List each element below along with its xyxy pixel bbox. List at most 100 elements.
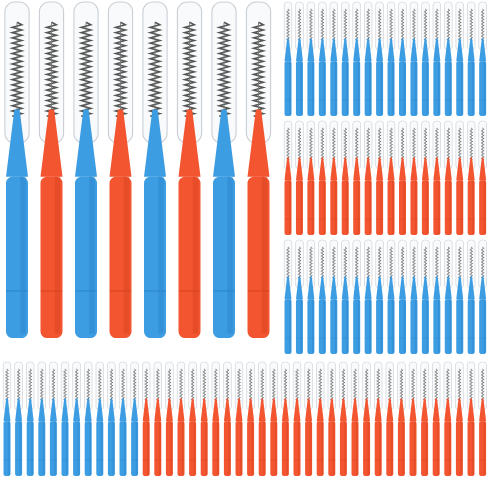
handle-shade — [415, 61, 417, 115]
tip — [364, 38, 372, 62]
handle-shade — [392, 61, 394, 115]
handle-shade — [300, 299, 303, 353]
tip — [258, 398, 266, 422]
handle-shade — [332, 421, 335, 475]
handle-shade — [357, 61, 360, 115]
interdental-brush — [443, 361, 452, 476]
interdental-brush — [118, 361, 128, 476]
interdental-brush — [211, 361, 220, 476]
interdental-brush — [223, 361, 232, 476]
tip — [318, 276, 326, 300]
tip — [479, 38, 487, 62]
tip — [353, 276, 361, 300]
interdental-brush — [455, 361, 464, 476]
tip — [467, 276, 475, 300]
handle-shade — [425, 421, 428, 475]
tip — [295, 38, 303, 62]
handle-shade — [274, 421, 277, 475]
bristles — [112, 21, 129, 117]
tip — [154, 398, 162, 422]
tip — [107, 398, 115, 422]
tip — [330, 276, 338, 300]
tip — [409, 398, 417, 422]
tip — [295, 157, 303, 181]
tip — [223, 398, 231, 422]
tip — [247, 398, 255, 422]
handle-shade — [8, 421, 10, 475]
tip — [305, 398, 313, 422]
handle-shade — [483, 180, 486, 234]
handle-shade — [460, 421, 463, 475]
handle-shade — [334, 61, 337, 115]
interdental-brush — [444, 239, 453, 354]
interdental-brush — [283, 1, 293, 116]
tip — [341, 276, 349, 300]
interdental-brush — [478, 239, 487, 354]
tip — [307, 38, 315, 62]
interdental-brush — [2, 361, 12, 476]
tip — [467, 38, 475, 62]
interdental-brush — [188, 361, 197, 476]
handle-shade — [437, 421, 439, 475]
tip — [131, 398, 139, 422]
tip — [144, 109, 166, 177]
tip — [376, 157, 384, 181]
interdental-brush — [165, 361, 174, 476]
interdental-brush — [176, 361, 186, 476]
interdental-brush — [142, 361, 151, 476]
interdental-brush — [316, 361, 325, 476]
interdental-brush — [386, 1, 396, 116]
handle-shade — [483, 421, 486, 475]
interdental-brush — [295, 120, 304, 235]
interdental-brush — [375, 120, 384, 235]
tip — [307, 157, 315, 181]
tip — [433, 276, 441, 300]
tip — [328, 398, 336, 422]
interdental-brush — [306, 120, 316, 235]
handle-shade — [112, 421, 115, 475]
interdental-brush — [398, 120, 407, 235]
handle-shade — [392, 299, 394, 353]
handle-shade — [300, 180, 303, 234]
tip — [109, 109, 132, 177]
interdental-brush — [37, 361, 46, 476]
interdental-brush — [38, 1, 65, 338]
handle-shade — [216, 421, 219, 475]
handle-shade — [449, 180, 452, 234]
handle-shade — [437, 299, 440, 353]
tip — [387, 38, 395, 62]
tip — [433, 157, 441, 181]
interdental-brush — [352, 1, 361, 116]
tip — [363, 398, 371, 422]
interdental-brush — [269, 361, 278, 476]
interdental-brush — [408, 361, 418, 476]
tip — [432, 398, 440, 422]
tip — [444, 38, 452, 62]
interdental-brush — [398, 1, 407, 116]
interdental-brush — [107, 361, 116, 476]
interdental-brush — [142, 1, 168, 338]
interdental-brush — [234, 361, 244, 476]
handle-shade — [460, 180, 463, 234]
interdental-brush — [363, 1, 373, 116]
tip — [364, 157, 372, 181]
handle-shade — [309, 421, 312, 475]
handle-shade — [311, 61, 314, 115]
interdental-brush — [72, 361, 81, 476]
handle-shade — [402, 421, 405, 475]
handle-shade — [357, 180, 360, 234]
handle-shade — [261, 176, 268, 334]
handle-shade — [369, 61, 371, 115]
interdental-brush — [455, 120, 464, 235]
handle-shade — [403, 299, 406, 353]
handle-shade — [123, 176, 130, 334]
interdental-brush — [444, 120, 453, 235]
interdental-brush — [304, 361, 313, 476]
handle-shade — [369, 299, 371, 353]
tip — [284, 276, 292, 300]
interdental-brush — [200, 361, 209, 476]
tip — [444, 157, 452, 181]
handle-shade — [89, 176, 95, 334]
tip — [456, 276, 464, 300]
tip — [61, 398, 69, 422]
